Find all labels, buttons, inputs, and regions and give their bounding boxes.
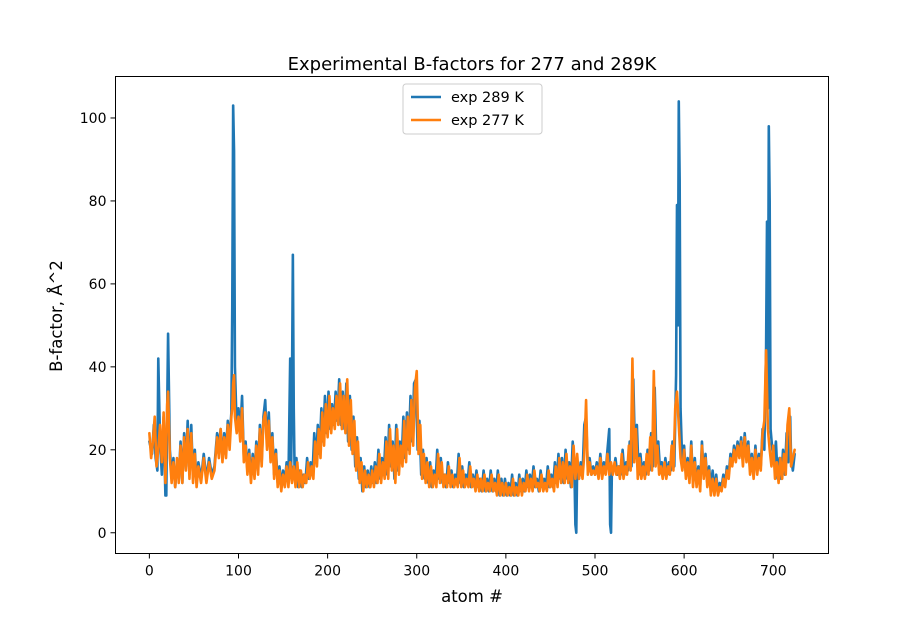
y-tick-label: 40	[89, 360, 107, 376]
x-tick-label: 0	[145, 564, 154, 580]
legend-entry: exp 289 K	[451, 90, 524, 106]
y-tick-label: 20	[89, 443, 107, 459]
x-tick-label: 200	[314, 564, 341, 580]
x-tick-label: 100	[225, 564, 252, 580]
legend: exp 289 K exp 277 K	[402, 83, 543, 135]
y-tick-label: 0	[98, 526, 107, 542]
y-tick-label: 100	[80, 111, 107, 127]
x-tick-label: 400	[493, 564, 520, 580]
legend-entry: exp 277 K	[451, 113, 524, 129]
x-tick-label: 700	[760, 564, 787, 580]
x-tick-label: 300	[403, 564, 430, 580]
chart-title: Experimental B-factors for 277 and 289K	[288, 54, 658, 75]
y-tick-label: 80	[89, 194, 107, 210]
y-axis-label: B-factor, Å^2	[47, 260, 66, 372]
plot-frame	[115, 76, 829, 554]
x-tick-label: 600	[671, 564, 698, 580]
series-line-277k	[148, 348, 796, 497]
x-tick-label: 500	[582, 564, 609, 580]
series-layer	[148, 100, 796, 535]
y-tick-label: 60	[89, 277, 107, 293]
axis-ticks: 0 100 200 300 400 500 600 700 0 20 40 60 80 100	[80, 111, 787, 580]
x-axis-label: atom #	[441, 587, 503, 606]
